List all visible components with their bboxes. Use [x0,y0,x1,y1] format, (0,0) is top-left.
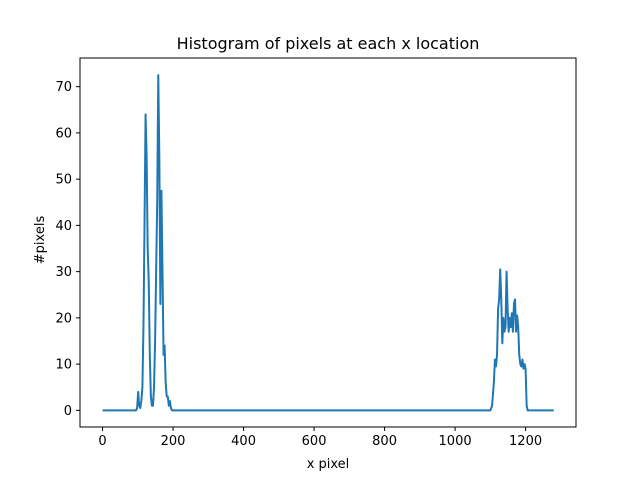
y-axis-title: #pixels [33,216,48,265]
y-tick-label: 20 [55,311,72,326]
y-tick-label: 50 [55,173,72,188]
x-tick-label: 800 [372,434,397,449]
chart-title: Histogram of pixels at each x location [177,34,480,53]
y-tick-label: 60 [55,126,72,141]
y-tick-label: 10 [55,358,72,373]
y-axis: 0 10 20 30 40 50 60 70 [55,80,80,419]
plot-frame [79,57,577,428]
x-tick-label: 1000 [439,434,472,449]
y-tick-label: 0 [64,404,72,419]
y-tick-label: 40 [55,219,72,234]
plot-area [102,74,554,412]
x-tick-label: 0 [98,434,106,449]
x-tick-label: 200 [161,434,186,449]
x-tick-label: 400 [231,434,256,449]
y-tick-label: 70 [55,80,72,95]
x-tick-label: 600 [302,434,327,449]
x-tick-label: 1200 [509,434,542,449]
series-line [102,74,554,412]
x-axis-title: x pixel [307,457,350,472]
y-tick-label: 30 [55,265,72,280]
x-axis: 0 200 400 600 800 1000 1200 [98,427,542,449]
